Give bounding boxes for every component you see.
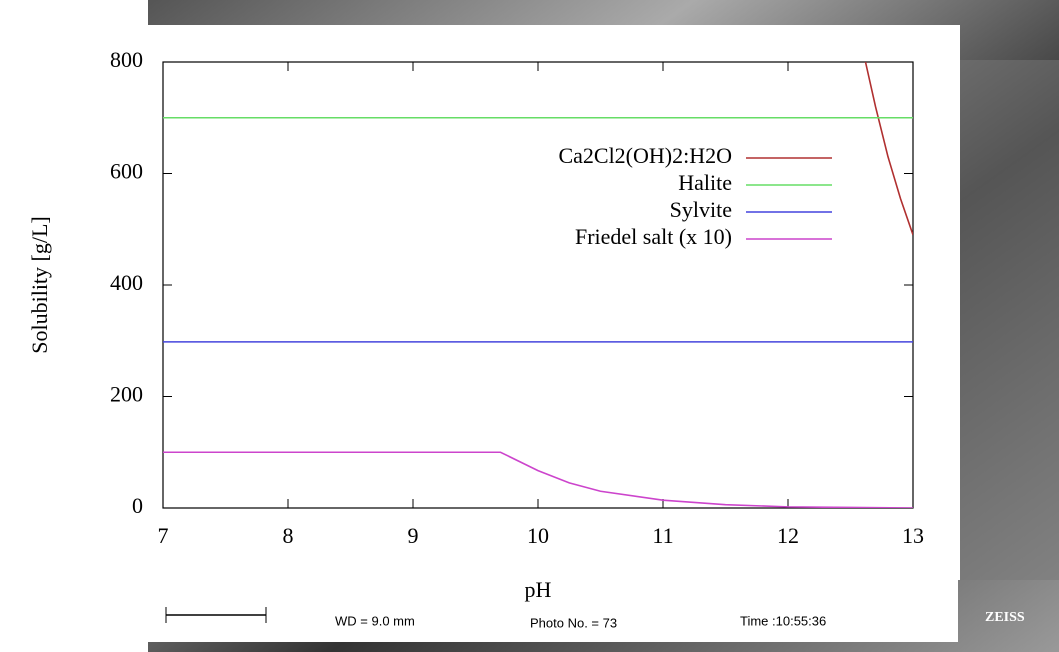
info-bar bbox=[148, 580, 958, 642]
legend-label: Ca2Cl2(OH)2:H2O bbox=[558, 143, 732, 168]
x-tick-label: 11 bbox=[652, 523, 673, 548]
y-tick-label: 0 bbox=[132, 493, 143, 518]
x-tick-label: 13 bbox=[902, 523, 924, 548]
x-tick-label: 12 bbox=[777, 523, 799, 548]
series-line bbox=[864, 62, 913, 236]
info-text: Time :10:55:36 bbox=[740, 613, 826, 628]
info-text: Photo No. = 73 bbox=[530, 615, 617, 630]
x-tick-label: 9 bbox=[408, 523, 419, 548]
y-tick-label: 400 bbox=[110, 270, 143, 295]
info-text: WD = 9.0 mm bbox=[335, 613, 415, 628]
y-tick-label: 600 bbox=[110, 159, 143, 184]
x-axis-label: pH bbox=[525, 577, 552, 602]
legend-label: Sylvite bbox=[670, 197, 732, 222]
chart-panel bbox=[0, 25, 960, 580]
series-line bbox=[163, 451, 913, 508]
y-tick-label: 200 bbox=[110, 382, 143, 407]
x-tick-label: 8 bbox=[283, 523, 294, 548]
legend-label: Halite bbox=[678, 170, 732, 195]
sem-texture bbox=[960, 60, 1059, 580]
x-tick-label: 7 bbox=[158, 523, 169, 548]
y-axis-label: Solubility [g/L] bbox=[27, 216, 52, 354]
brand: ZEISS bbox=[985, 610, 1025, 625]
y-tick-label: 800 bbox=[110, 47, 143, 72]
legend-label: Friedel salt (x 10) bbox=[575, 224, 732, 249]
series-group bbox=[163, 62, 913, 508]
x-tick-label: 10 bbox=[527, 523, 549, 548]
